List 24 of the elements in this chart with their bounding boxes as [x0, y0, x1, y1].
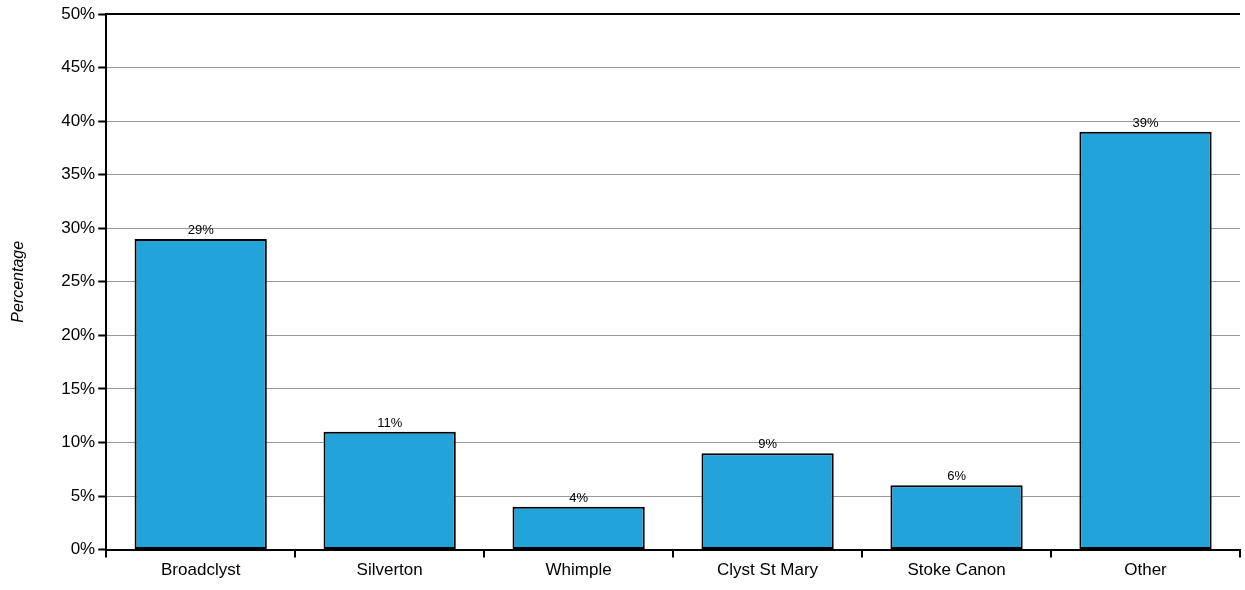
data-label: 29%: [187, 222, 215, 238]
x-tick-label: Clyst St Mary: [717, 560, 819, 580]
data-label: 6%: [947, 468, 967, 484]
x-tick-label: Whimple: [545, 560, 612, 580]
y-axis-title: Percentage: [9, 240, 27, 323]
data-label: 4%: [569, 489, 589, 505]
x-tick-label: Other: [1124, 560, 1168, 580]
y-tick-label: 50%: [61, 3, 96, 23]
data-label: 11%: [377, 414, 403, 430]
y-tick-label: 30%: [61, 217, 96, 237]
y-tick-label: 35%: [61, 164, 96, 184]
y-tick-label: 0%: [70, 539, 96, 559]
data-label: 9%: [758, 436, 778, 452]
y-tick-label: 15%: [61, 378, 96, 398]
y-tick-label: 5%: [70, 485, 96, 505]
x-tick-label: Broadclyst: [161, 560, 241, 580]
y-tick-label: 25%: [61, 271, 96, 291]
y-tick-label: 45%: [61, 57, 96, 77]
y-tick-label: 10%: [61, 432, 96, 452]
y-tick-label: 40%: [61, 110, 96, 130]
x-tick-label: Stoke Canon: [907, 560, 1006, 580]
data-label: 39%: [1132, 114, 1159, 130]
y-tick-label: 20%: [61, 325, 96, 345]
x-tick-label: Silverton: [356, 560, 423, 580]
